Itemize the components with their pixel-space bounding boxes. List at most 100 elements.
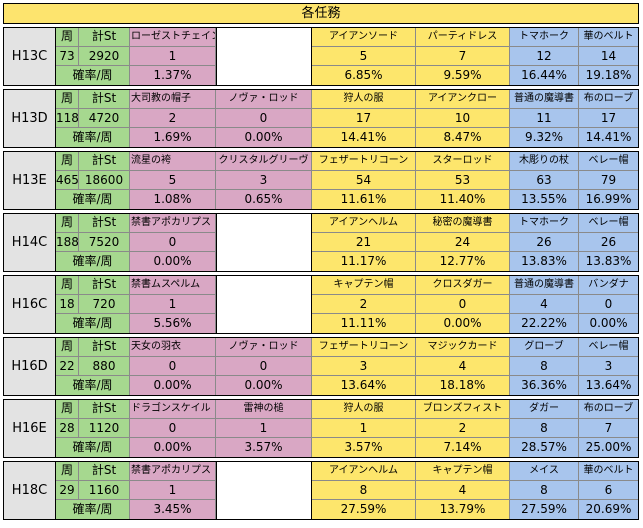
- item-rate[interactable]: 0.00%: [216, 376, 312, 396]
- item-name[interactable]: 禁書アポカリプス: [130, 461, 216, 481]
- item-name[interactable]: メイス: [510, 461, 579, 481]
- total-st-value[interactable]: 4720: [79, 109, 130, 128]
- item-rate[interactable]: 0.00%: [579, 314, 639, 334]
- item-name[interactable]: 狩人の服: [312, 399, 416, 419]
- rate-per-lap-label[interactable]: 確率/周: [56, 314, 130, 334]
- item-name[interactable]: 大司教の帽子: [130, 89, 216, 109]
- item-count[interactable]: 24: [416, 233, 510, 252]
- item-rate[interactable]: 7.14%: [416, 438, 510, 458]
- item-count[interactable]: 8: [312, 481, 416, 500]
- laps-value[interactable]: 22: [56, 357, 79, 376]
- item-count[interactable]: 11: [510, 109, 579, 128]
- item-count[interactable]: 1: [312, 419, 416, 438]
- item-rate[interactable]: 11.11%: [312, 314, 416, 334]
- item-name[interactable]: クリスタルグリーヴ: [216, 151, 312, 171]
- item-name[interactable]: 布のローブ: [579, 399, 639, 419]
- total-st-value[interactable]: 1160: [79, 481, 130, 500]
- item-rate[interactable]: 36.36%: [510, 376, 579, 396]
- item-count[interactable]: 4: [416, 481, 510, 500]
- item-name[interactable]: ダガー: [510, 399, 579, 419]
- total-st-value[interactable]: 18600: [79, 171, 130, 190]
- item-rate[interactable]: 13.79%: [416, 500, 510, 520]
- item-rate[interactable]: 1.69%: [130, 128, 216, 148]
- item-name[interactable]: スターロッド: [416, 151, 510, 171]
- item-count[interactable]: 4: [416, 357, 510, 376]
- item-count[interactable]: 3: [312, 357, 416, 376]
- item-rate[interactable]: 9.32%: [510, 128, 579, 148]
- item-rate[interactable]: 8.47%: [416, 128, 510, 148]
- rate-per-lap-label[interactable]: 確率/周: [56, 500, 130, 520]
- item-rate[interactable]: 9.59%: [416, 66, 510, 86]
- item-rate[interactable]: 13.55%: [510, 190, 579, 210]
- laps-value[interactable]: 465: [56, 171, 79, 190]
- item-count[interactable]: 3: [579, 357, 639, 376]
- item-count[interactable]: 17: [579, 109, 639, 128]
- item-name[interactable]: フェザートリコーン: [312, 151, 416, 171]
- item-count[interactable]: 63: [510, 171, 579, 190]
- task-id-cell[interactable]: H18C: [3, 461, 56, 520]
- item-name[interactable]: 普通の魔導書: [510, 89, 579, 109]
- item-name[interactable]: キャプテン帽: [416, 461, 510, 481]
- item-name[interactable]: 華のベルト: [579, 461, 639, 481]
- item-count[interactable]: 0: [579, 295, 639, 314]
- item-rate[interactable]: 3.45%: [130, 500, 216, 520]
- total-st-header[interactable]: 計St: [79, 461, 130, 481]
- item-name[interactable]: 雷神の槌: [216, 399, 312, 419]
- item-rate[interactable]: 13.83%: [579, 252, 639, 272]
- laps-value[interactable]: 28: [56, 419, 79, 438]
- item-name[interactable]: 禁書アポカリプス: [130, 213, 216, 233]
- total-st-header[interactable]: 計St: [79, 89, 130, 109]
- item-name[interactable]: グローブ: [510, 337, 579, 357]
- item-rate[interactable]: 11.17%: [312, 252, 416, 272]
- item-rate[interactable]: 0.65%: [216, 190, 312, 210]
- task-id-cell[interactable]: H16C: [3, 275, 56, 334]
- item-name[interactable]: フェザートリコーン: [312, 337, 416, 357]
- item-rate[interactable]: 14.41%: [579, 128, 639, 148]
- item-rate[interactable]: 19.18%: [579, 66, 639, 86]
- total-st-header[interactable]: 計St: [79, 27, 130, 47]
- item-rate[interactable]: 13.64%: [579, 376, 639, 396]
- item-count[interactable]: 1: [130, 481, 216, 500]
- item-count[interactable]: 10: [416, 109, 510, 128]
- item-name[interactable]: ブロンズフィスト: [416, 399, 510, 419]
- item-rate[interactable]: 5.56%: [130, 314, 216, 334]
- task-id-cell[interactable]: H14C: [3, 213, 56, 272]
- item-count[interactable]: 2: [416, 419, 510, 438]
- item-rate[interactable]: 22.22%: [510, 314, 579, 334]
- item-count[interactable]: 8: [510, 481, 579, 500]
- item-name[interactable]: バンダナ: [579, 275, 639, 295]
- laps-header[interactable]: 周: [56, 399, 79, 419]
- laps-header[interactable]: 周: [56, 213, 79, 233]
- item-name[interactable]: アイアンヘルム: [312, 461, 416, 481]
- laps-header[interactable]: 周: [56, 89, 79, 109]
- item-rate[interactable]: 0.00%: [216, 128, 312, 148]
- laps-header[interactable]: 周: [56, 461, 79, 481]
- laps-value[interactable]: 29: [56, 481, 79, 500]
- total-st-value[interactable]: 880: [79, 357, 130, 376]
- item-name[interactable]: ドラゴンスケイル: [130, 399, 216, 419]
- item-rate[interactable]: 3.57%: [216, 438, 312, 458]
- item-count[interactable]: 79: [579, 171, 639, 190]
- rate-per-lap-label[interactable]: 確率/周: [56, 252, 130, 272]
- rate-per-lap-label[interactable]: 確率/周: [56, 438, 130, 458]
- item-count[interactable]: 2: [130, 109, 216, 128]
- total-st-value[interactable]: 1120: [79, 419, 130, 438]
- item-name[interactable]: アイアンクロー: [416, 89, 510, 109]
- item-name[interactable]: ベレー帽: [579, 151, 639, 171]
- item-name[interactable]: キャプテン帽: [312, 275, 416, 295]
- item-count[interactable]: 7: [579, 419, 639, 438]
- total-st-value[interactable]: 2920: [79, 47, 130, 66]
- item-count[interactable]: 1: [130, 47, 216, 66]
- item-count[interactable]: 8: [510, 419, 579, 438]
- item-rate[interactable]: 20.69%: [579, 500, 639, 520]
- item-count[interactable]: 8: [510, 357, 579, 376]
- total-st-header[interactable]: 計St: [79, 399, 130, 419]
- item-count[interactable]: 26: [510, 233, 579, 252]
- item-rate[interactable]: 25.00%: [579, 438, 639, 458]
- item-name[interactable]: 狩人の服: [312, 89, 416, 109]
- item-rate[interactable]: 16.99%: [579, 190, 639, 210]
- item-name[interactable]: アイアンヘルム: [312, 213, 416, 233]
- item-name[interactable]: クロスダガー: [416, 275, 510, 295]
- task-id-cell[interactable]: H13C: [3, 27, 56, 86]
- item-count[interactable]: 3: [216, 171, 312, 190]
